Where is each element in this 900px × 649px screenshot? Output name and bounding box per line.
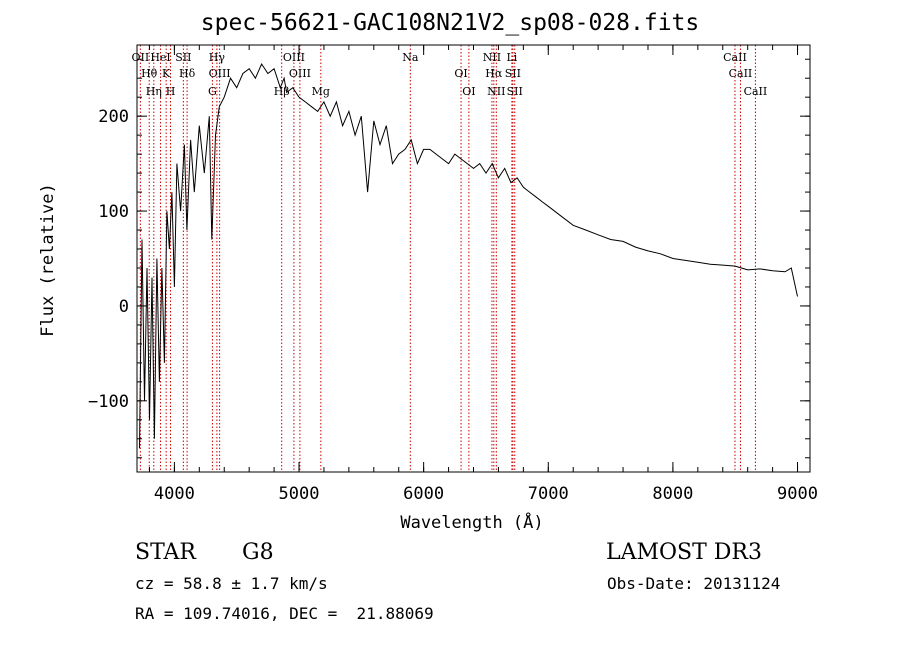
object-class: STAR (135, 540, 196, 565)
line-marker-label: CaII (744, 85, 768, 98)
line-marker-label: SII (505, 67, 521, 80)
line-marker-label: OI (454, 67, 467, 80)
coordinates: RA = 109.74016, DEC = 21.88069 (135, 604, 434, 623)
line-labels: OIIHθHηHeIKHSIIHδGHγOIIIHβOIIIOIIIMgNaOI… (132, 51, 768, 98)
y-tick-label: −100 (88, 392, 129, 412)
line-marker-label: OIII (283, 51, 305, 64)
obs-date: Obs-Date: 20131124 (607, 574, 781, 593)
line-marker-label: K (162, 67, 171, 80)
spectrum-line (139, 62, 798, 449)
plot-frame (136, 44, 811, 473)
x-tick-label: 6000 (403, 484, 444, 504)
line-marker-label: OI (462, 85, 475, 98)
line-marker-label: SII (175, 51, 191, 64)
y-axis-label: Flux (relative) (38, 183, 58, 337)
line-marker-label: Hδ (179, 67, 196, 80)
line-marker-label: Li (506, 51, 517, 64)
chart-title: spec-56621-GAC108N21V2_sp08-028.fits (200, 10, 700, 36)
line-marker-label: Na (402, 51, 419, 64)
line-marker-label: Hη (146, 85, 162, 98)
line-marker-label: OIII (209, 67, 231, 80)
line-marker-label: Hγ (209, 51, 226, 64)
x-tick-label: 7000 (528, 484, 569, 504)
line-marker-label: Hα (485, 67, 503, 80)
line-marker-label: NII (483, 51, 501, 64)
line-marker-label: G (208, 85, 217, 98)
y-tick-label: 200 (98, 107, 129, 127)
line-marker-label: HeI (150, 51, 170, 64)
line-marker-label: CaII (729, 67, 753, 80)
line-marker-label: OII (132, 51, 150, 64)
line-marker-label: H (166, 85, 176, 98)
line-marker-label: OIII (289, 67, 311, 80)
line-marker-label: Mg (312, 85, 330, 98)
line-marker-label: NII (487, 85, 505, 98)
y-tick-label: 0 (119, 297, 129, 317)
line-markers (139, 45, 756, 472)
y-axis: −100 0 100 200 (88, 58, 810, 459)
survey-name: LAMOST DR3 (606, 540, 762, 565)
x-axis: 4000 5000 6000 7000 8000 9000 (148, 45, 818, 504)
line-marker-label: CaII (723, 51, 747, 64)
x-tick-label: 9000 (777, 484, 818, 504)
x-tick-label: 5000 (279, 484, 320, 504)
line-marker-label: SII (507, 85, 523, 98)
line-marker-label: Hθ (141, 67, 158, 80)
x-axis-label: Wavelength (Å) (400, 511, 543, 533)
y-tick-label: 100 (98, 202, 129, 222)
x-tick-label: 4000 (154, 484, 195, 504)
redshift-text: cz = 58.8 ± 1.7 km/s (135, 574, 328, 593)
x-tick-label: 8000 (652, 484, 693, 504)
line-marker-label: Hβ (274, 85, 290, 98)
object-subclass: G8 (242, 540, 274, 565)
